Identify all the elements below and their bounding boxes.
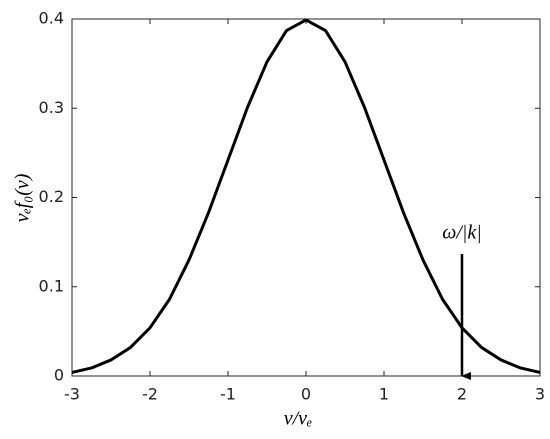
- y-tick-label: 0.3: [39, 98, 64, 117]
- y-tick-label: 0.2: [39, 187, 64, 206]
- x-tick-label: 0: [301, 385, 311, 404]
- plot-frame: [71, 18, 541, 377]
- y-tick-label: 0: [54, 366, 64, 385]
- x-axis-label: v/vₑ: [284, 408, 313, 430]
- x-tick-label: 1: [379, 385, 389, 404]
- y-tick-label: 0.1: [39, 276, 64, 295]
- annotation-label: ω/|k|: [442, 222, 482, 244]
- y-tick-label: 0.4: [39, 9, 64, 28]
- x-tick-label: -2: [142, 385, 158, 404]
- x-tick-label: 3: [535, 385, 545, 404]
- curve: [71, 18, 541, 374]
- x-tick-label: -1: [220, 385, 236, 404]
- x-tick-label: -3: [64, 385, 80, 404]
- x-tick-label: 2: [457, 385, 467, 404]
- y-axis-label: vₑf₀(v): [12, 173, 34, 222]
